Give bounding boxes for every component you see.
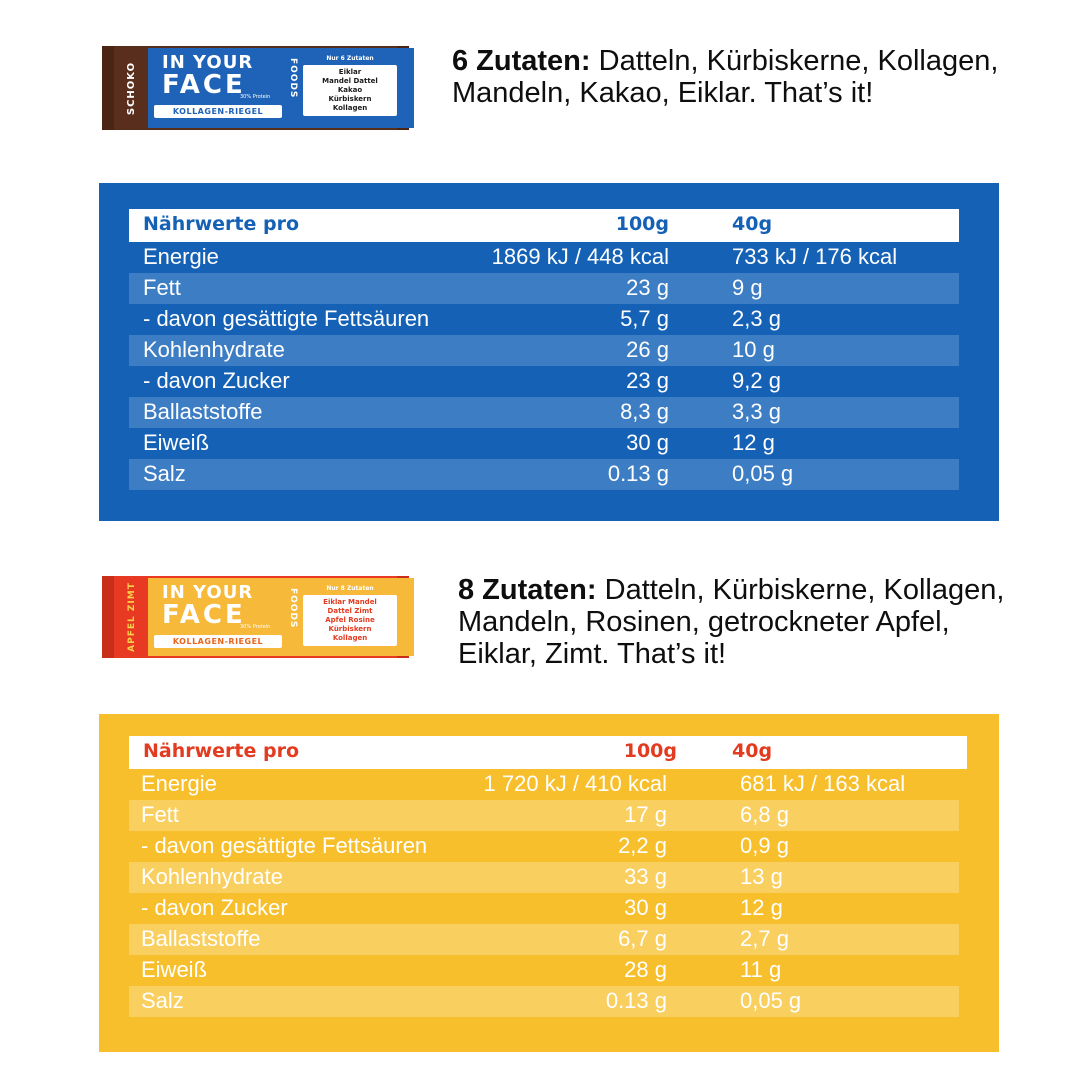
product-type-label: KOLLAGEN-RIEGEL [154, 635, 282, 648]
row-label: - davon gesättigte Fettsäuren [143, 306, 430, 331]
nutrition-table: Nährwerte pro 100g 40g Energie 1 720 kJ … [129, 736, 967, 1017]
flavor-label: SCHOKO [126, 61, 138, 115]
row-value-40g: 6,8 g [740, 802, 789, 827]
row-value-40g: 2,7 g [740, 926, 789, 951]
row-value-100g: 28 g [624, 957, 667, 982]
row-value-40g: 0,05 g [732, 461, 794, 486]
row-value-40g: 3,3 g [732, 399, 781, 424]
table-row: Energie 1869 kJ / 448 kcal 733 kJ / 176 … [129, 242, 959, 273]
wrapper-ingredients: Nur 8 Zutaten Eiklar Mandel Dattel Zimt … [303, 585, 397, 646]
table-row: Kohlenhydrate 33 g 13 g [129, 862, 959, 893]
row-value-100g: 23 g [626, 275, 669, 300]
row-value-100g: 0.13 g [605, 988, 667, 1013]
row-label: - davon Zucker [143, 368, 290, 393]
header-label: Nährwerte pro [143, 213, 300, 235]
row-label: Kohlenhydrate [141, 864, 283, 889]
row-value-100g: 5,7 g [620, 306, 669, 331]
row-label: Salz [143, 461, 186, 486]
row-value-100g: 2,2 g [618, 833, 667, 858]
row-value-100g: 1 720 kJ / 410 kcal [483, 771, 667, 796]
table-row: Eiweiß 30 g 12 g [129, 428, 959, 459]
row-value-100g: 30 g [624, 895, 667, 920]
row-value-40g: 10 g [732, 337, 775, 362]
wrapper-crimp-left [102, 576, 114, 658]
row-value-40g: 0,9 g [740, 833, 789, 858]
apfel-zimt-bar-image: APFEL ZIMT IN YOUR FACE FOODS 30% Protei… [102, 576, 414, 658]
table-row: - davon Zucker 23 g 9,2 g [129, 366, 959, 397]
ingredients-heading: 6 Zutaten: Datteln, Kürbiskerne, Kollage… [452, 45, 1012, 109]
row-value-100g: 23 g [626, 368, 669, 393]
table-row: Fett 23 g 9 g [129, 273, 959, 304]
brand-logo: IN YOUR FACE FOODS 30% Protein [162, 52, 298, 101]
ingredients-list: Datteln, Kürbiskerne, Kollagen, Mandeln,… [458, 574, 1005, 670]
nutrition-panel-apfel-zimt: Nährwerte pro 100g 40g Energie 1 720 kJ … [99, 714, 999, 1052]
ingredients-list: Datteln, Kürbiskerne, Kollagen, Mandeln,… [452, 45, 999, 109]
schoko-bar-image: SCHOKO IN YOUR FACE FOODS 30% Protein KO… [102, 46, 414, 130]
row-value-100g: 1869 kJ / 448 kcal [491, 244, 669, 269]
wrapper-label: IN YOUR FACE FOODS 30% Protein KOLLAGEN-… [148, 578, 414, 656]
row-label: Ballaststoffe [143, 399, 263, 424]
row-label: - davon Zucker [141, 895, 288, 920]
row-label: Salz [141, 988, 184, 1013]
wrapper-ingredients: Nur 6 Zutaten Eiklar Mandel Dattel Kakao… [303, 55, 397, 116]
table-row: Energie 1 720 kJ / 410 kcal 681 kJ / 163… [129, 769, 959, 800]
row-label: Eiweiß [143, 430, 210, 455]
ingredients-count: 8 Zutaten: [458, 574, 597, 606]
header-100g: 100g [615, 213, 669, 235]
row-value-100g: 33 g [624, 864, 667, 889]
row-value-40g: 733 kJ / 176 kcal [732, 244, 898, 269]
header-100g: 100g [623, 740, 677, 762]
table-row: Salz 0.13 g 0,05 g [129, 986, 959, 1017]
table-row: - davon gesättigte Fettsäuren 5,7 g 2,3 … [129, 304, 959, 335]
table-row: Kohlenhydrate 26 g 10 g [129, 335, 959, 366]
row-value-100g: 8,3 g [620, 399, 669, 424]
ingredients-count: 6 Zutaten: [452, 45, 591, 77]
row-label: Fett [143, 275, 181, 300]
row-label: Energie [141, 771, 217, 796]
header-label: Nährwerte pro [143, 740, 300, 762]
header-40g: 40g [732, 740, 773, 762]
row-value-100g: 26 g [626, 337, 669, 362]
table-row: - davon gesättigte Fettsäuren 2,2 g 0,9 … [129, 831, 959, 862]
product-type-label: KOLLAGEN-RIEGEL [154, 105, 282, 118]
row-label: - davon gesättigte Fettsäuren [141, 833, 428, 858]
row-value-40g: 9 g [732, 275, 763, 300]
ingredients-heading: 8 Zutaten: Datteln, Kürbiskerne, Kollage… [458, 574, 1018, 670]
brand-logo: IN YOUR FACE FOODS 30% Protein [162, 582, 298, 631]
row-value-40g: 12 g [740, 895, 783, 920]
table-row: - davon Zucker 30 g 12 g [129, 893, 959, 924]
row-value-40g: 9,2 g [732, 368, 781, 393]
table-row: Fett 17 g 6,8 g [129, 800, 959, 831]
row-label: Eiweiß [141, 957, 208, 982]
row-label: Ballaststoffe [141, 926, 261, 951]
row-label: Fett [141, 802, 179, 827]
nutrition-panel-schoko: Nährwerte pro 100g 40g Energie 1869 kJ /… [99, 183, 999, 521]
row-value-40g: 11 g [740, 957, 782, 982]
nutrition-table: Nährwerte pro 100g 40g Energie 1869 kJ /… [129, 209, 959, 490]
wrapper-crimp-left [102, 46, 114, 130]
row-label: Energie [143, 244, 219, 269]
row-value-100g: 6,7 g [618, 926, 667, 951]
table-row: Ballaststoffe 8,3 g 3,3 g [129, 397, 959, 428]
row-value-40g: 13 g [740, 864, 783, 889]
flavor-label: APFEL ZIMT [127, 582, 138, 652]
table-header: Nährwerte pro 100g 40g [129, 736, 967, 769]
table-header: Nährwerte pro 100g 40g [129, 209, 959, 242]
table-row: Ballaststoffe 6,7 g 2,7 g [129, 924, 959, 955]
row-value-100g: 17 g [624, 802, 667, 827]
row-value-40g: 681 kJ / 163 kcal [740, 771, 906, 796]
row-value-100g: 30 g [626, 430, 669, 455]
row-value-40g: 0,05 g [740, 988, 802, 1013]
table-row: Eiweiß 28 g 11 g [129, 955, 959, 986]
row-value-100g: 0.13 g [607, 461, 669, 486]
table-row: Salz 0.13 g 0,05 g [129, 459, 959, 490]
row-label: Kohlenhydrate [143, 337, 285, 362]
header-40g: 40g [732, 213, 773, 235]
wrapper-label: IN YOUR FACE FOODS 30% Protein KOLLAGEN-… [148, 48, 414, 128]
row-value-40g: 2,3 g [732, 306, 781, 331]
row-value-40g: 12 g [732, 430, 775, 455]
